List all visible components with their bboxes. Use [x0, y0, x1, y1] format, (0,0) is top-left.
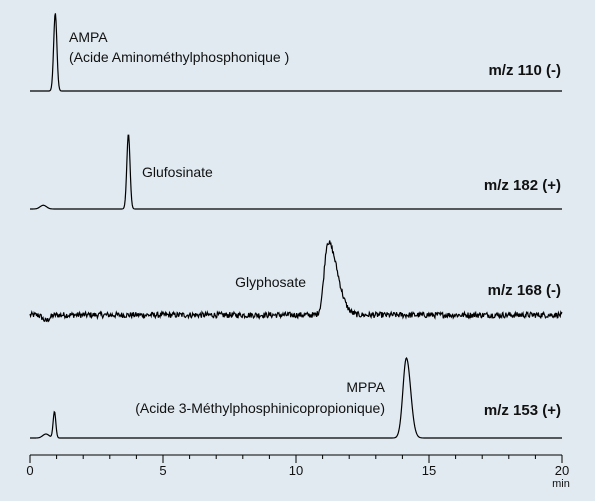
trace-name-label: AMPA	[69, 29, 108, 45]
trace-2: Glufosinate m/z 182 (+)	[30, 134, 562, 210]
trace-4: MPPA (Acide 3-Méthylphosphinicopropioniqu…	[30, 357, 562, 439]
x-tick-label: 15	[422, 463, 436, 478]
ion-label: m/z 110 (-)	[488, 62, 561, 79]
x-tick-label: 10	[289, 463, 303, 478]
x-tick-label: 5	[159, 463, 166, 478]
ion-label: m/z 153 (+)	[484, 402, 561, 419]
trace-name-label: Glufosinate	[142, 164, 213, 180]
trace-name-detail: (Acide Aminométhylphosphonique )	[69, 49, 289, 65]
trace-1: AMPA (Acide Aminométhylphosphonique ) m/z …	[30, 13, 562, 92]
ion-label: m/z 168 (-)	[488, 282, 561, 299]
trace-line-2	[30, 134, 562, 210]
trace-line-3	[29, 240, 563, 323]
trace-name-label: Glyphosate	[235, 274, 306, 290]
trace-3: Glyphosate m/z 168 (-)	[29, 240, 563, 323]
x-unit-label: min	[552, 478, 570, 490]
trace-line-1	[30, 13, 562, 92]
trace-line-4	[30, 357, 562, 439]
x-tick-label: 0	[26, 463, 33, 478]
trace-name-detail: (Acide 3-Méthylphosphinicopropionique)	[135, 400, 385, 416]
traces-layer: AMPA (Acide Aminométhylphosphonique ) m/z …	[29, 13, 563, 439]
trace-name-label: MPPA	[346, 379, 385, 395]
ion-label: m/z 182 (+)	[484, 177, 561, 194]
x-tick-label: 20	[555, 463, 569, 478]
